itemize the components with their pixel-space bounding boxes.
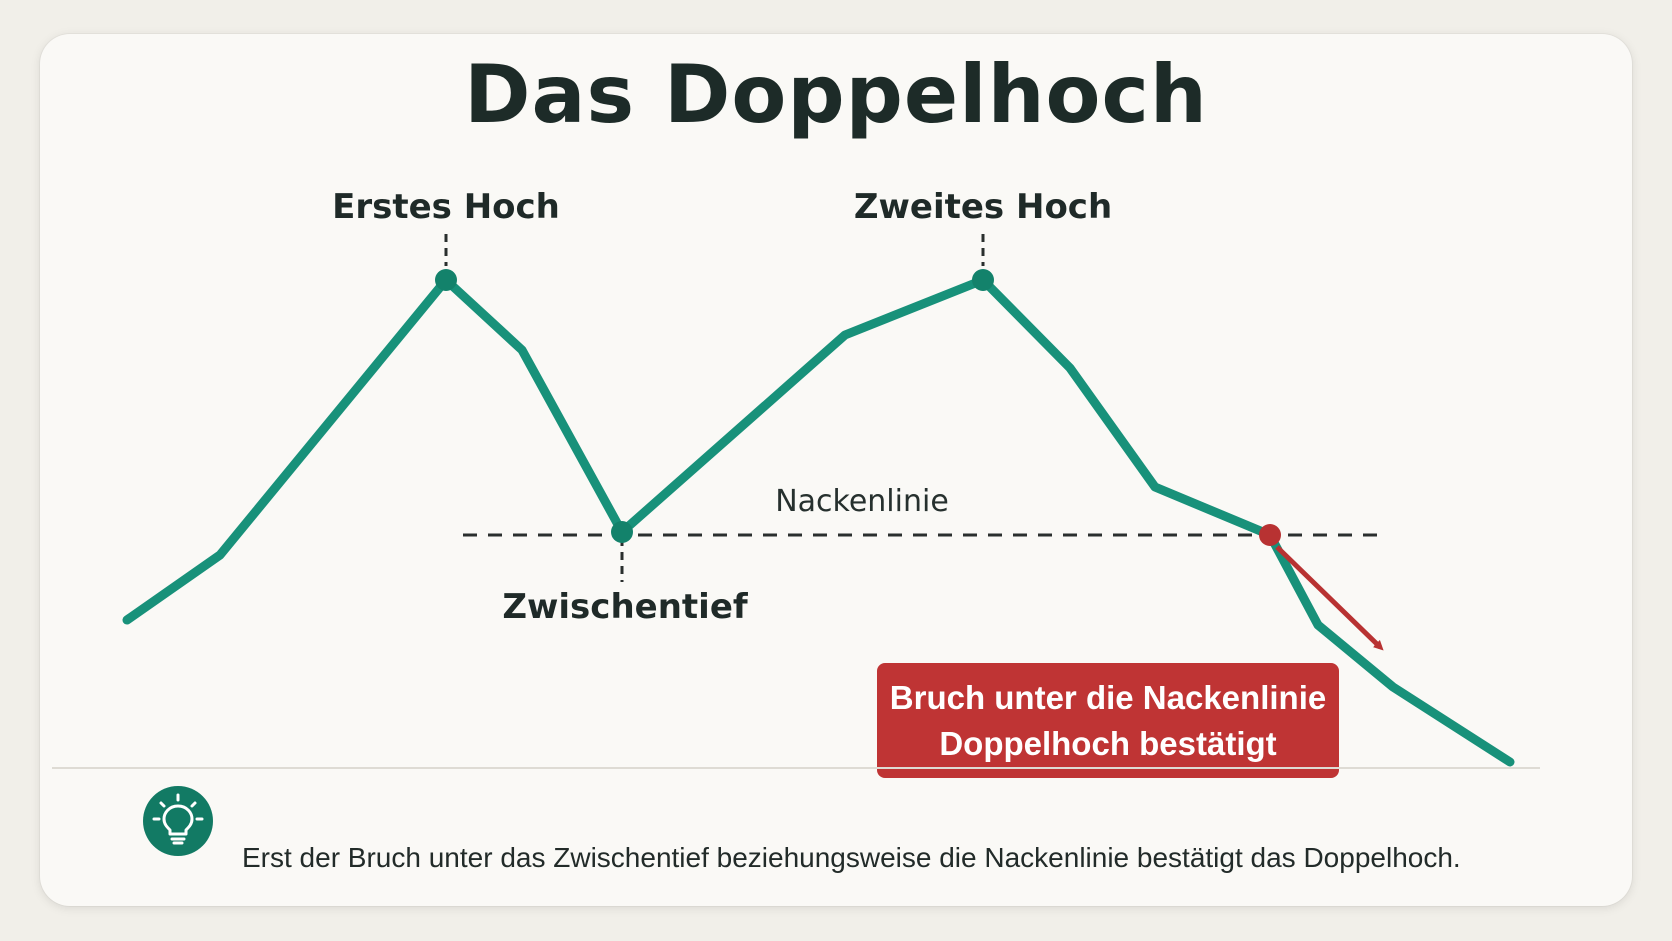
tip-icon-badge: [143, 786, 213, 856]
breakdown-arrow: [1275, 545, 1384, 651]
intermediate-low-label: Zwischentief: [502, 587, 749, 627]
tip-text: Erst der Bruch unter das Zwischentief be…: [242, 842, 1461, 873]
first-high-point: [435, 269, 457, 291]
second-high-point: [972, 269, 994, 291]
neckline-label: Nackenlinie: [775, 484, 949, 519]
break-point: [1259, 524, 1281, 546]
divider: [52, 767, 1540, 769]
second-high-label: Zweites Hoch: [854, 187, 1112, 227]
page-title: Das Doppelhoch: [464, 48, 1208, 141]
intermediate-low-point: [611, 521, 633, 543]
first-high-label: Erstes Hoch: [332, 187, 560, 227]
diagram-card: [40, 34, 1632, 906]
callout-line-2: Doppelhoch bestätigt: [939, 724, 1277, 762]
breakdown-callout: Bruch unter die Nackenlinie Doppelhoch b…: [877, 663, 1339, 778]
callout-line-1: Bruch unter die Nackenlinie: [889, 678, 1327, 716]
lightbulb-icon: [152, 793, 204, 845]
